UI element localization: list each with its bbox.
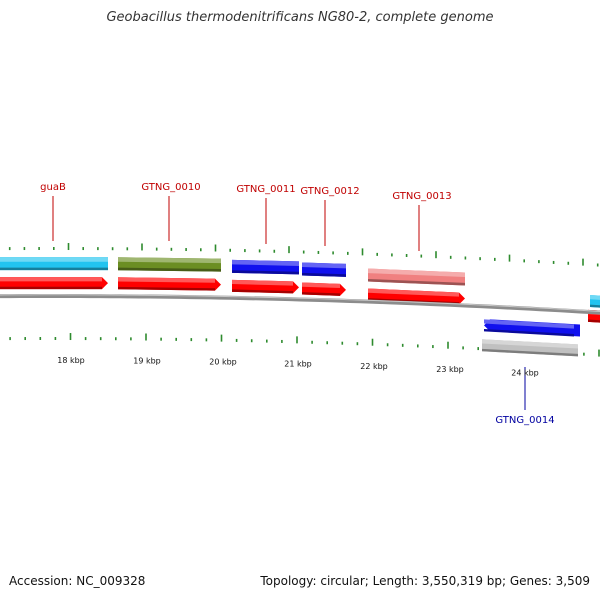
feature-shadow	[302, 292, 340, 296]
feature-tracks	[0, 257, 600, 357]
gene-label-gtng_0014: GTNG_0014	[495, 415, 554, 426]
kbp-label: 20 kbp	[209, 358, 237, 367]
feature-highlight	[232, 259, 299, 266]
feature-highlight	[0, 277, 102, 282]
feature-highlight	[302, 262, 346, 269]
feature-highlight	[0, 257, 108, 262]
gene-labels: guaB GTNG_0010 GTNG_0011 GTNG_0012 GTNG_0013…	[40, 182, 554, 426]
feature-gtng0012-blue	[302, 262, 346, 277]
feature-shadow	[118, 286, 215, 291]
kbp-label: 18 kbp	[57, 356, 85, 365]
kbp-label: 21 kbp	[284, 359, 312, 368]
backbone-line	[0, 293, 600, 315]
feature-highlight	[118, 277, 215, 283]
feature-gtng0010-olive	[118, 257, 221, 272]
kbp-label: 23 kbp	[436, 365, 464, 374]
gene-label-gtng_0012: GTNG_0012	[300, 186, 359, 197]
feature-gtng0013-pink	[368, 268, 465, 286]
feature-highlight	[482, 339, 578, 349]
feature-highlight	[232, 279, 293, 286]
gene-label-guab: guaB	[40, 182, 66, 193]
feature-highlight	[302, 282, 340, 289]
feature-shadow	[590, 304, 600, 308]
accession-text: Accession: NC_009328	[9, 574, 146, 588]
outer-tick-row	[8, 243, 599, 267]
cds-gtng0012	[302, 282, 346, 296]
feature-gtng0011-blue	[232, 259, 299, 275]
feature-shadow	[588, 319, 600, 323]
gene-label-gtng_0013: GTNG_0013	[392, 191, 451, 202]
feature-edge-cyan	[590, 295, 600, 308]
kbp-label: 19 kbp	[133, 357, 161, 366]
cds-guaB	[0, 277, 108, 290]
feature-shadow	[0, 267, 108, 271]
feature-shadow	[232, 270, 299, 275]
backbone-highlight	[0, 294, 600, 312]
cds-gtng0010	[118, 277, 221, 291]
feature-shadow	[484, 328, 574, 337]
cds-gtng0011	[232, 279, 299, 294]
feature-highlight	[484, 319, 574, 329]
feature-shadow	[118, 267, 221, 272]
feature-shadow	[302, 272, 346, 277]
feature-gtng0014-blue	[484, 319, 580, 337]
gene-label-gtng_0011: GTNG_0011	[236, 184, 295, 195]
feature-shadow	[368, 278, 465, 286]
genome-backbone	[0, 293, 600, 315]
genome-summary: Topology: circular; Length: 3,550,319 bp…	[260, 574, 590, 588]
feature-shadow	[482, 348, 578, 357]
gene-label-gtng_0010: GTNG_0010	[141, 182, 200, 193]
kbp-tick-labels: 18 kbp 19 kbp 20 kbp 21 kbp 22 kbp 23 kbp 24 k…	[57, 356, 539, 377]
kbp-label: 22 kbp	[360, 362, 388, 371]
feature-shadow	[0, 286, 102, 290]
feature-guaB-cyan	[0, 257, 108, 271]
feature-highlight	[368, 268, 465, 278]
feature-highlight	[368, 288, 459, 297]
feature-gtng0014-gray	[482, 339, 578, 357]
feature-highlight	[590, 295, 600, 300]
feature-highlight	[118, 257, 221, 264]
kbp-label: 24 kbp	[511, 368, 539, 377]
feature-shadow	[232, 289, 293, 294]
map-title: Geobacillus thermodenitrificans NG80-2, …	[106, 10, 494, 25]
